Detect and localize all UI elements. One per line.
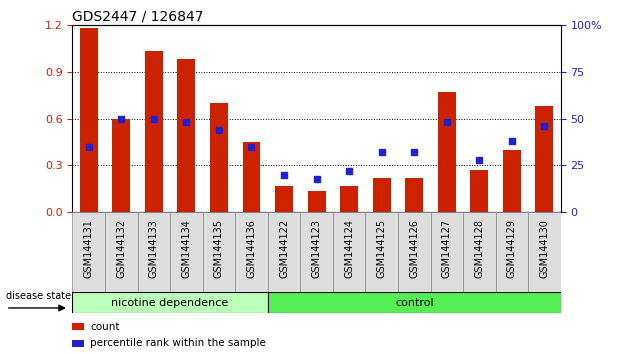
Text: percentile rank within the sample: percentile rank within the sample [90,338,266,348]
Point [246,144,256,149]
Text: GSM144132: GSM144132 [117,219,126,278]
Point [279,172,289,178]
Bar [463,212,496,292]
Text: GSM144123: GSM144123 [312,219,321,278]
Bar [471,170,488,212]
Bar [80,28,98,212]
Point [149,116,159,121]
Bar [203,212,235,292]
Text: GSM144134: GSM144134 [181,219,192,278]
Bar [137,212,170,292]
Bar [373,178,391,212]
Bar [496,212,528,292]
Bar [268,292,561,313]
Bar [145,51,163,212]
Text: count: count [90,322,120,332]
Text: GSM144122: GSM144122 [279,219,289,278]
Text: GSM144129: GSM144129 [507,219,517,278]
Point [312,176,322,182]
Bar [210,103,228,212]
Bar [72,323,84,330]
Bar [72,340,84,347]
Text: GSM144131: GSM144131 [84,219,94,278]
Bar [528,212,561,292]
Text: GSM144128: GSM144128 [474,219,484,278]
Bar [170,212,203,292]
Bar [105,212,137,292]
Bar [340,186,358,212]
Bar [430,212,463,292]
Bar [365,212,398,292]
Point [181,120,192,125]
Text: disease state: disease state [6,291,71,301]
Text: GSM144127: GSM144127 [442,219,452,278]
Bar [268,212,301,292]
Point [116,116,126,121]
Point [410,149,420,155]
Bar [398,212,430,292]
Text: GSM144125: GSM144125 [377,219,387,278]
Text: nicotine dependence: nicotine dependence [112,298,229,308]
Bar [112,119,130,212]
Bar [243,142,260,212]
Text: GSM144126: GSM144126 [410,219,419,278]
Point [214,127,224,133]
Bar [333,212,365,292]
Text: GDS2447 / 126847: GDS2447 / 126847 [72,10,204,24]
Bar [178,59,195,212]
Point [377,149,387,155]
Point [474,157,484,163]
Text: GSM144124: GSM144124 [344,219,354,278]
Point [507,138,517,144]
Text: GSM144133: GSM144133 [149,219,159,278]
Bar [503,150,521,212]
Point [539,123,549,129]
Bar [72,292,268,313]
Point [442,120,452,125]
Bar [301,212,333,292]
Bar [72,212,105,292]
Text: GSM144136: GSM144136 [246,219,256,278]
Bar [536,106,553,212]
Bar [438,92,455,212]
Point [344,168,354,174]
Text: control: control [395,298,433,308]
Bar [405,178,423,212]
Bar [275,186,293,212]
Text: GSM144135: GSM144135 [214,219,224,278]
Bar [235,212,268,292]
Bar [307,190,326,212]
Point [84,144,94,149]
Text: GSM144130: GSM144130 [539,219,549,278]
